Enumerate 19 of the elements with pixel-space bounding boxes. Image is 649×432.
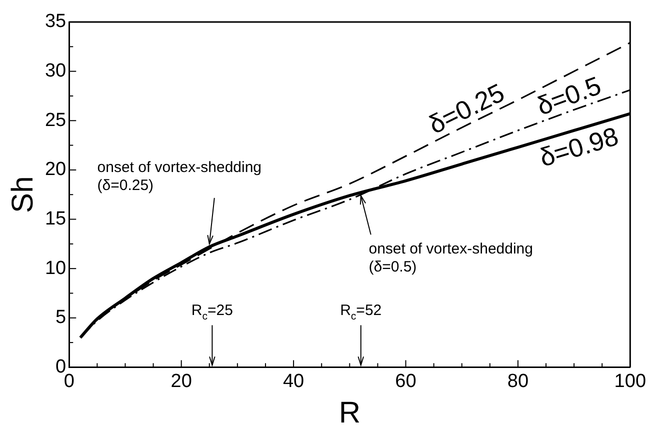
y-tick-label: 30 [44, 60, 66, 82]
annotation: onset of vortex-shedding (δ=0.5) [368, 240, 534, 276]
x-tick-label: 100 [614, 370, 646, 392]
x-axis-title: R [338, 396, 360, 430]
x-tick-label: 60 [395, 370, 416, 392]
y-tick-label: 35 [44, 11, 66, 32]
x-tick-label: 20 [170, 370, 192, 392]
x-tick-label: 40 [282, 370, 304, 392]
y-tick-label: 15 [44, 208, 66, 230]
y-tick-label: 20 [44, 159, 66, 180]
annotation: onset of vortex-shedding (δ=0.25) [97, 158, 262, 194]
y-tick-label: 5 [56, 307, 66, 328]
y-tick-label: 10 [44, 258, 66, 279]
y-axis-title: Sh [6, 176, 40, 213]
y-tick-label: 25 [44, 110, 66, 131]
y-tick-label: 0 [56, 356, 66, 378]
x-tick-label: 80 [507, 370, 529, 392]
text: δ=0.5 [532, 70, 605, 122]
text: δ=0.98 [536, 120, 622, 173]
